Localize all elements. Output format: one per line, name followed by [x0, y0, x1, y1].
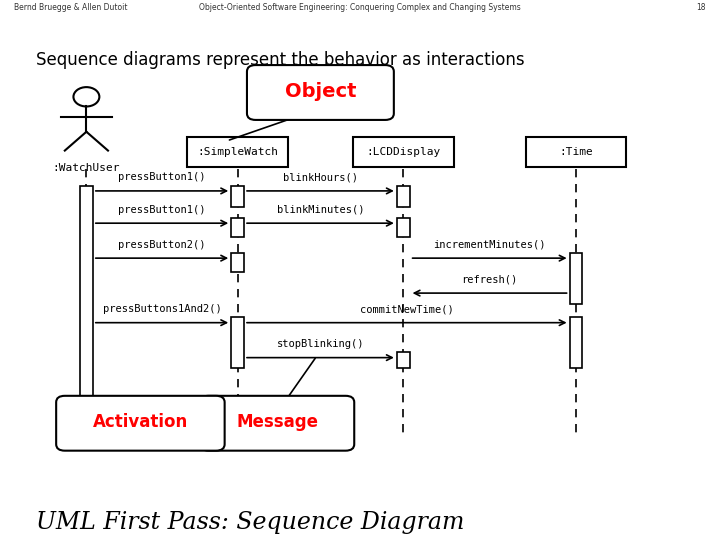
Bar: [231, 218, 244, 237]
Text: :Time: :Time: [559, 147, 593, 157]
Text: :LCDDisplay: :LCDDisplay: [366, 147, 441, 157]
Text: 18: 18: [696, 3, 706, 12]
Text: pressButton1(): pressButton1(): [118, 205, 206, 214]
FancyBboxPatch shape: [247, 65, 394, 120]
Text: blinkMinutes(): blinkMinutes(): [276, 205, 364, 214]
Text: pressButton1(): pressButton1(): [118, 172, 206, 183]
Text: commitNewTime(): commitNewTime(): [360, 304, 454, 314]
FancyBboxPatch shape: [200, 396, 354, 451]
Text: :WatchUser: :WatchUser: [53, 163, 120, 173]
Bar: [570, 253, 582, 304]
FancyBboxPatch shape: [526, 137, 626, 167]
Bar: [231, 186, 244, 207]
Text: :SimpleWatch: :SimpleWatch: [197, 147, 278, 157]
Text: Activation: Activation: [93, 413, 188, 431]
Text: stopBlinking(): stopBlinking(): [276, 339, 364, 349]
FancyBboxPatch shape: [353, 137, 454, 167]
Bar: [231, 253, 244, 272]
Text: Bernd Bruegge & Allen Dutoit: Bernd Bruegge & Allen Dutoit: [14, 3, 128, 12]
Text: Message: Message: [236, 413, 318, 431]
Text: incrementMinutes(): incrementMinutes(): [433, 240, 546, 249]
Bar: [570, 318, 582, 368]
Text: refresh(): refresh(): [462, 274, 518, 285]
Bar: [397, 186, 410, 207]
Text: UML First Pass: Sequence Diagram: UML First Pass: Sequence Diagram: [36, 511, 464, 534]
Text: Object: Object: [284, 82, 356, 101]
Text: pressButton2(): pressButton2(): [118, 240, 206, 249]
Bar: [231, 318, 244, 368]
Text: blinkHours(): blinkHours(): [283, 172, 358, 183]
Bar: [397, 218, 410, 237]
Bar: [397, 352, 410, 368]
FancyBboxPatch shape: [56, 396, 225, 451]
FancyBboxPatch shape: [187, 137, 288, 167]
Text: pressButtons1And2(): pressButtons1And2(): [103, 304, 221, 314]
Text: Sequence diagrams represent the behavior as interactions: Sequence diagrams represent the behavior…: [36, 51, 525, 69]
Text: Object-Oriented Software Engineering: Conquering Complex and Changing Systems: Object-Oriented Software Engineering: Co…: [199, 3, 521, 12]
Bar: [80, 186, 93, 441]
